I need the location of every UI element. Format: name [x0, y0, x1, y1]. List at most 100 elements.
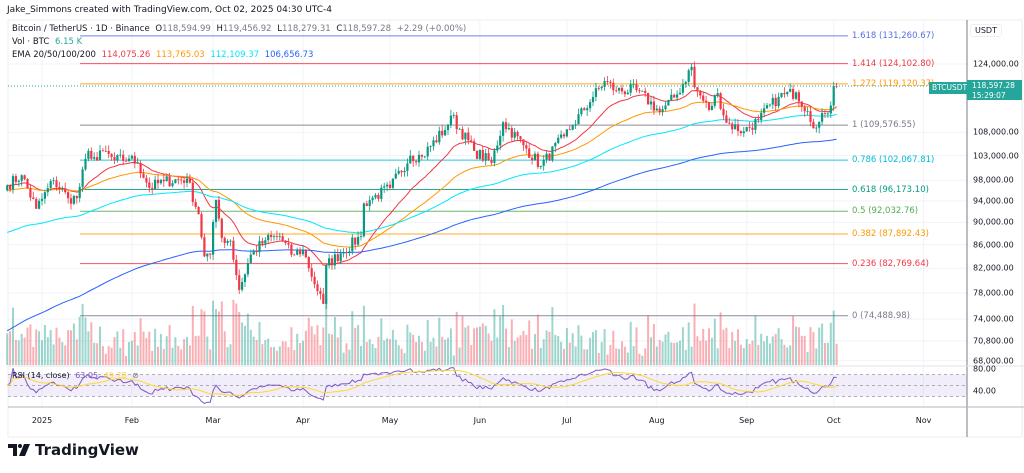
volume-bar [667, 331, 670, 365]
volume-bar [87, 331, 90, 365]
volume-bar [606, 354, 609, 365]
candle-body [597, 88, 600, 90]
candle-body [525, 145, 528, 149]
ema-20-value: 114,075.26 [101, 50, 151, 60]
volume-bar [113, 337, 116, 365]
ema-50-value: 113,765.03 [155, 50, 205, 60]
volume-bar [316, 325, 319, 365]
volume-bar [319, 345, 322, 365]
volume-bar [232, 299, 235, 365]
candle-body [655, 108, 658, 111]
candle-body [623, 91, 626, 95]
candle-body [159, 179, 162, 184]
fib-label: 1.414 (124,102.80) [852, 58, 935, 69]
volume-bar [742, 348, 745, 365]
volume-bar [777, 328, 780, 365]
candle-body [644, 90, 647, 93]
candle-body [278, 236, 281, 238]
candle-body [446, 124, 450, 131]
volume-bar [780, 339, 783, 365]
candle-body [72, 195, 75, 204]
volume-bar [180, 349, 183, 365]
candle-body [307, 257, 310, 269]
candle-body [742, 131, 745, 134]
volume-bar [116, 331, 119, 365]
volume-bar [470, 344, 473, 365]
candle-body [507, 128, 510, 130]
price-tick: 94,000.00 [973, 196, 1014, 206]
volume-bar [217, 311, 220, 365]
candle-body [690, 66, 693, 71]
volume-bar [409, 332, 412, 365]
candle-body [771, 97, 774, 105]
candle-body [499, 135, 502, 146]
symbol-legend: Bitcoin / TetherUS · 1D · Binance O118,5… [12, 23, 466, 36]
symbol-tag: BTCUSDT [929, 82, 971, 94]
volume-bar [368, 339, 371, 365]
tradingview-logo[interactable]: TradingView [8, 441, 139, 459]
candle-body [467, 132, 470, 141]
volume-bar [110, 347, 113, 365]
volume-bar [708, 328, 710, 365]
candle-body [165, 176, 168, 182]
candle-body [232, 240, 235, 260]
volume-bar [328, 333, 331, 365]
volume-bar [26, 327, 29, 365]
candle-body [794, 92, 798, 99]
rsi-label[interactable]: RSI (14, close) [12, 371, 70, 380]
volume-bar [12, 307, 14, 365]
volume-bar [267, 338, 270, 365]
volume-bar [136, 345, 139, 365]
candle-body [719, 93, 722, 109]
volume-bar [679, 340, 681, 365]
volume-bar [609, 344, 612, 365]
candle-body [357, 237, 360, 245]
volume-bar [32, 346, 35, 365]
volume-bar [420, 341, 423, 365]
candle-body [40, 198, 44, 201]
volume-bar [719, 312, 722, 365]
candle-body [23, 175, 26, 180]
candle-body [632, 84, 635, 85]
volume-bar [516, 337, 519, 365]
candle-body [444, 130, 447, 136]
candle-body [188, 178, 191, 183]
volume-bar [551, 307, 554, 365]
volume-bar [563, 348, 565, 365]
candle-body [722, 108, 725, 116]
volume-bar [255, 339, 258, 365]
candle-body [310, 268, 313, 277]
volume-bar [165, 336, 168, 365]
tradingview-logo-icon [8, 444, 30, 456]
candle-body [681, 84, 684, 93]
eye-hidden-icon[interactable]: ⊘ [132, 371, 139, 380]
volume-bar [212, 300, 215, 365]
candle-body [14, 176, 17, 182]
candle-body [803, 106, 806, 112]
candle-body [829, 105, 832, 114]
volume-bar [357, 324, 360, 365]
open-label: O [155, 24, 163, 34]
candle-body [151, 187, 154, 190]
volume-bar [64, 345, 67, 365]
volume-bar [618, 348, 621, 365]
ema-legend: EMA 20/50/100/200 114,075.26 113,765.03 … [12, 49, 313, 62]
candle-body [705, 100, 708, 103]
candle-body [394, 173, 397, 179]
volume-label[interactable]: Vol · BTC [12, 37, 50, 47]
ema-label[interactable]: EMA 20/50/100/200 [12, 50, 96, 60]
volume-bar [154, 328, 157, 365]
candle-body [69, 198, 73, 204]
price-unit-button[interactable]: USDT [970, 24, 1002, 37]
candle-body [533, 153, 537, 161]
candle-body [513, 132, 516, 138]
volume-bar [664, 334, 667, 365]
candle-body [667, 99, 670, 106]
candle-body [119, 154, 122, 156]
volume-bar [583, 349, 586, 365]
candle-body [562, 134, 566, 137]
volume-bar [821, 323, 824, 365]
candle-body [487, 153, 490, 161]
symbol-title[interactable]: Bitcoin / TetherUS · 1D · Binance [12, 24, 150, 34]
